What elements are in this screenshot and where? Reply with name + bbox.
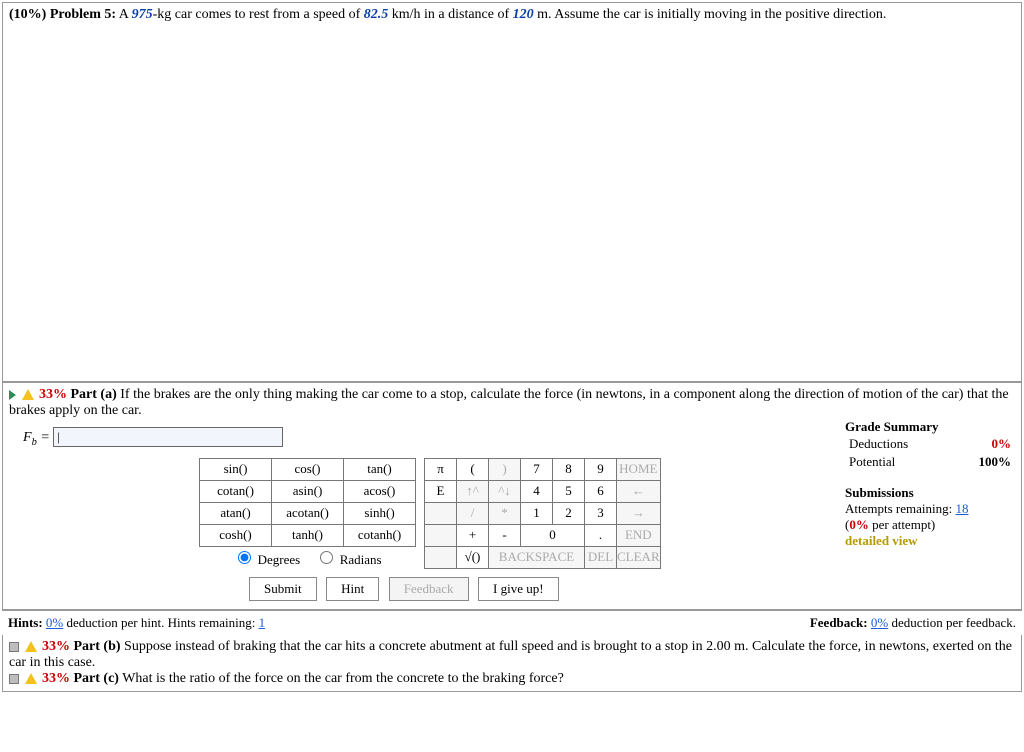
warning-icon: [25, 641, 37, 652]
num-key: END: [617, 524, 661, 546]
fn-key[interactable]: acos(): [344, 480, 416, 502]
giveup-button[interactable]: I give up!: [478, 577, 559, 601]
warning-icon: [25, 673, 37, 684]
num-key: CLEAR: [617, 546, 661, 568]
num-key[interactable]: -: [489, 524, 521, 546]
num-key: HOME: [617, 458, 661, 480]
distance-value: 120: [513, 7, 534, 22]
fn-key[interactable]: sin(): [200, 458, 272, 480]
problem-label: Problem 5:: [50, 7, 116, 22]
collapsed-parts: 33% Part (b) Suppose instead of braking …: [2, 635, 1022, 692]
num-key[interactable]: 0: [521, 524, 585, 546]
num-key[interactable]: +: [457, 524, 489, 546]
feedback-button: Feedback: [389, 577, 469, 601]
answer-input[interactable]: [53, 427, 283, 447]
num-key: ←: [617, 480, 661, 502]
num-key[interactable]: 7: [521, 458, 553, 480]
fn-key[interactable]: tanh(): [272, 524, 344, 546]
num-key: /: [457, 502, 489, 524]
expand-icon[interactable]: [9, 674, 19, 684]
num-key[interactable]: 4: [521, 480, 553, 502]
hints-pct[interactable]: 0%: [46, 615, 63, 630]
num-key[interactable]: √(): [457, 546, 489, 568]
expand-icon[interactable]: [9, 390, 16, 400]
num-key[interactable]: .: [585, 524, 617, 546]
fn-key[interactable]: cosh(): [200, 524, 272, 546]
calculator-panel: sin()cos()tan() cotan()asin()acos() atan()…: [199, 458, 827, 569]
part-b-row[interactable]: 33% Part (b) Suppose instead of braking …: [9, 639, 1015, 671]
num-key[interactable]: 5: [553, 480, 585, 502]
degrees-radio[interactable]: Degrees: [233, 552, 300, 567]
fn-key[interactable]: cotanh(): [344, 524, 416, 546]
fn-key[interactable]: atan(): [200, 502, 272, 524]
num-key[interactable]: (: [457, 458, 489, 480]
num-key: [425, 502, 457, 524]
submissions-title: Submissions: [845, 485, 914, 500]
function-grid: sin()cos()tan() cotan()asin()acos() atan()…: [199, 458, 416, 569]
num-key: ↑^: [457, 480, 489, 502]
num-key[interactable]: 8: [553, 458, 585, 480]
num-key[interactable]: 9: [585, 458, 617, 480]
radians-radio[interactable]: Radians: [315, 552, 381, 567]
expand-icon[interactable]: [9, 642, 19, 652]
fn-key[interactable]: sinh(): [344, 502, 416, 524]
hint-button[interactable]: Hint: [326, 577, 379, 601]
fn-key[interactable]: cos(): [272, 458, 344, 480]
num-key[interactable]: 6: [585, 480, 617, 502]
num-key[interactable]: 3: [585, 502, 617, 524]
num-key: BACKSPACE: [489, 546, 585, 568]
num-key[interactable]: π: [425, 458, 457, 480]
mass-value: 975: [132, 7, 153, 22]
hints-footer: Hints: 0% deduction per hint. Hints rema…: [2, 610, 1022, 635]
num-key: →: [617, 502, 661, 524]
problem-weight: (10%): [9, 7, 46, 22]
num-key: ): [489, 458, 521, 480]
fn-key[interactable]: cotan(): [200, 480, 272, 502]
num-key: [425, 546, 457, 568]
action-button-row: Submit Hint Feedback I give up!: [249, 577, 827, 601]
warning-icon: [22, 389, 34, 400]
part-a-label: Part (a): [71, 387, 117, 402]
feedback-pct[interactable]: 0%: [871, 615, 888, 630]
num-key[interactable]: 1: [521, 502, 553, 524]
num-key[interactable]: 2: [553, 502, 585, 524]
speed-value: 82.5: [364, 7, 389, 22]
num-key: DEL: [585, 546, 617, 568]
answer-input-line: Fb =: [23, 427, 827, 448]
grade-summary-panel: Grade Summary Deductions0% Potential100%…: [845, 419, 1015, 549]
num-key: [425, 524, 457, 546]
part-a-pct: 33%: [39, 387, 67, 402]
part-a-box: 33% Part (a) If the brakes are the only …: [2, 382, 1022, 610]
attempts-link[interactable]: 18: [955, 501, 968, 516]
detailed-view-link[interactable]: detailed view: [845, 533, 918, 548]
part-c-row[interactable]: 33% Part (c) What is the ratio of the fo…: [9, 671, 1015, 687]
fn-key[interactable]: acotan(): [272, 502, 344, 524]
num-key: ^↓: [489, 480, 521, 502]
submit-button[interactable]: Submit: [249, 577, 317, 601]
num-key: *: [489, 502, 521, 524]
part-a-text: If the brakes are the only thing making …: [9, 387, 1009, 418]
fn-key[interactable]: tan(): [344, 458, 416, 480]
number-grid: π()789HOME E↑^^↓456← /*123→ +-0.END √()BACKS…: [424, 458, 661, 569]
grade-title: Grade Summary: [845, 419, 939, 434]
hints-remaining[interactable]: 1: [259, 615, 266, 630]
fn-key[interactable]: asin(): [272, 480, 344, 502]
num-key[interactable]: E: [425, 480, 457, 502]
problem-statement: (10%) Problem 5: A 975-kg car comes to r…: [2, 2, 1022, 382]
